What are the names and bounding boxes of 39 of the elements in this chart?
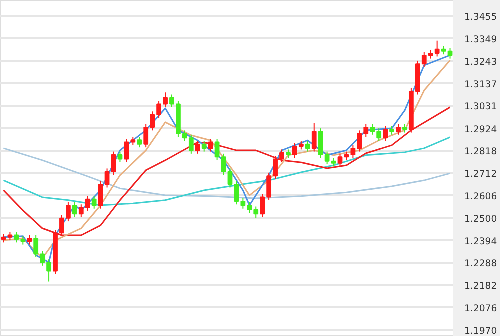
candlestick (208, 138, 214, 152)
candlestick (27, 234, 32, 246)
y-tick-label: 1.1970 (464, 326, 498, 336)
y-tick-label: 1.2182 (464, 281, 498, 292)
y-tick-label: 1.2394 (464, 236, 498, 248)
candlestick (305, 140, 310, 152)
line-series (2, 136, 452, 206)
y-tick-label: 1.3349 (464, 34, 498, 46)
candlestick (118, 151, 123, 163)
y-tick-label: 1.2076 (464, 303, 498, 314)
candlestick (202, 140, 207, 152)
candlestick (195, 140, 200, 154)
candlestick (98, 180, 104, 210)
candlestick (104, 168, 110, 188)
candlestick (92, 196, 97, 210)
candlestick (228, 168, 233, 188)
y-tick-label: 1.2818 (464, 146, 498, 158)
candlestick (214, 138, 220, 161)
candlestick (137, 136, 142, 148)
candlestick (221, 153, 226, 176)
candlestick (448, 48, 453, 60)
y-tick-label: 1.2712 (464, 169, 498, 180)
line-series (2, 106, 452, 236)
candlestick (72, 202, 78, 218)
candlestick (338, 153, 343, 168)
y-tick-label: 1.3031 (464, 102, 498, 113)
y-tick-label: 1.3455 (464, 12, 498, 24)
candlestick (312, 122, 317, 152)
y-tick-label: 1.3137 (464, 79, 498, 90)
y-tick-label: 1.2288 (464, 258, 498, 270)
candlestick (188, 134, 194, 154)
y-tick-label: 1.2606 (464, 191, 498, 202)
candlestick (383, 126, 388, 142)
line-series (2, 148, 452, 200)
y-tick-label: 1.3243 (464, 56, 498, 68)
candlestick (396, 124, 401, 136)
y-tick-label: 1.2924 (464, 124, 498, 136)
candlestick (111, 151, 116, 176)
y-tick-label: 1.2500 (464, 214, 498, 225)
